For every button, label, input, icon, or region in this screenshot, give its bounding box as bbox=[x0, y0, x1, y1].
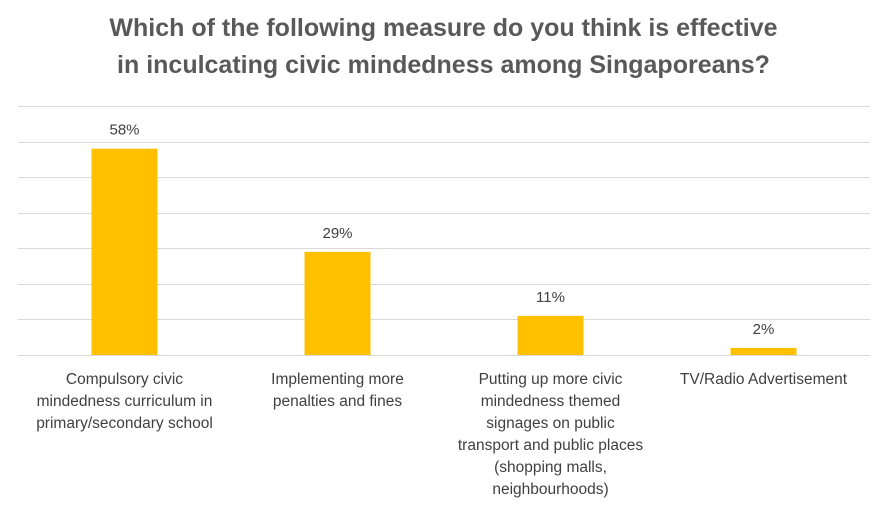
chart-title-line-2: in inculcating civic mindedness among Si… bbox=[117, 51, 770, 79]
category-label-0-line-0: Compulsory civic bbox=[65, 371, 184, 388]
category-label-3-line-0: TV/Radio Advertisement bbox=[679, 371, 848, 388]
category-label-2: Putting up more civic mindedness themed si… bbox=[451, 369, 651, 501]
category-label-1-line-0: Implementing more bbox=[271, 371, 404, 388]
bar-1 bbox=[304, 251, 371, 355]
category-label-2-line-1: mindedness themed bbox=[480, 393, 621, 410]
category-label-3: TV/Radio Advertisement bbox=[664, 369, 864, 391]
data-label-3: 2% bbox=[753, 321, 775, 338]
category-label-1-line-1: penalties and fines bbox=[272, 393, 403, 410]
data-label-0: 58% bbox=[109, 122, 139, 139]
category-label-2-line-2: signages on public bbox=[486, 415, 615, 432]
category-label-1: Implementing more penalties and fines bbox=[238, 369, 438, 413]
bar-2 bbox=[517, 315, 584, 355]
category-label-0: Compulsory civic mindedness curriculum in… bbox=[25, 369, 225, 435]
chart-title: Which of the following measure do you th… bbox=[0, 10, 887, 84]
data-label-1: 29% bbox=[322, 225, 352, 242]
category-label-2-line-5: neighbourhoods) bbox=[492, 481, 609, 498]
category-label-0-line-2: primary/secondary school bbox=[36, 415, 213, 432]
category-label-2-line-3: transport and public places bbox=[457, 437, 644, 454]
category-label-0-line-1: mindedness curriculum in bbox=[36, 393, 213, 410]
bar-3 bbox=[730, 347, 797, 355]
chart-title-line-1: Which of the following measure do you th… bbox=[109, 14, 778, 42]
bar-0 bbox=[91, 148, 158, 355]
category-label-2-line-0: Putting up more civic bbox=[478, 371, 623, 388]
category-label-2-line-4: (shopping malls, bbox=[494, 459, 607, 476]
data-label-2: 11% bbox=[536, 289, 565, 306]
